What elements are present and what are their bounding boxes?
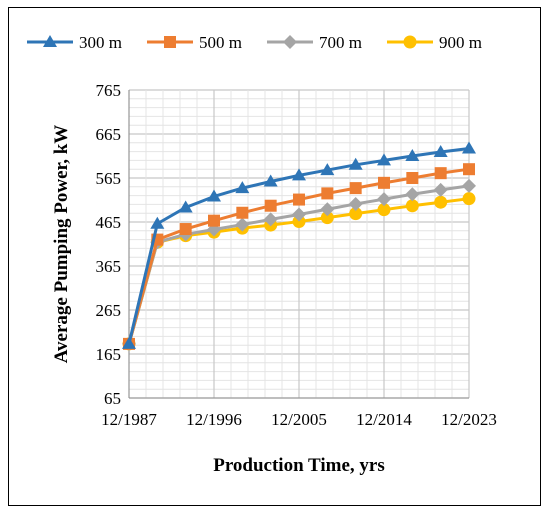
plot-gridlines: [128, 89, 470, 399]
data-point: [405, 149, 420, 161]
data-point: [348, 157, 363, 170]
data-point: [292, 168, 306, 181]
data-point: [263, 212, 278, 227]
data-point: [462, 192, 476, 206]
legend-item: 700 m: [267, 33, 362, 52]
y-tick-label: 165: [96, 345, 122, 364]
data-point: [235, 181, 250, 194]
data-point: [377, 192, 391, 207]
data-point: [406, 172, 419, 184]
x-tick-label: 12/2005: [271, 410, 327, 429]
data-point: [293, 193, 305, 206]
data-point: [122, 336, 136, 349]
data-point: [434, 195, 448, 209]
data-point: [377, 153, 391, 166]
x-tick-label: 12/1987: [101, 410, 157, 429]
data-point: [264, 199, 277, 212]
data-point: [321, 187, 334, 200]
x-tick-label: 12/2014: [356, 410, 412, 429]
x-axis-title: Production Time, yrs: [213, 455, 385, 476]
data-point: [349, 207, 363, 221]
data-point: [463, 163, 475, 176]
data-point: [462, 178, 476, 193]
legend-item: 300 m: [27, 33, 122, 52]
tick-labels: 65 165 265 365 465 565 665 765 12/1987 12/1996 12/…: [96, 81, 497, 429]
y-tick-label: 265: [96, 301, 122, 320]
data-point: [377, 203, 391, 217]
chart-frame: 65 165 265 365 465 565 665 765 12/1987 12/1996 12/…: [8, 7, 541, 506]
y-tick-label: 765: [96, 81, 122, 100]
series-500-m: [123, 163, 475, 350]
y-tick-label: 65: [104, 389, 121, 408]
data-point: [235, 217, 250, 232]
data-point: [433, 145, 448, 158]
data-point: [433, 182, 448, 197]
y-tick-label: 365: [96, 257, 122, 276]
data-point: [320, 202, 335, 217]
data-point: [178, 200, 193, 213]
data-point: [378, 176, 390, 189]
x-tick-label: 12/2023: [441, 410, 497, 429]
x-tick-label: 12/1996: [186, 410, 242, 429]
data-point: [179, 223, 192, 236]
data-point: [207, 189, 221, 202]
legend-label: 900 m: [439, 33, 482, 52]
legend-marker: [283, 35, 297, 49]
data-point: [320, 163, 335, 176]
data-point: [434, 167, 447, 180]
legend-marker: [43, 35, 57, 47]
y-tick-label: 565: [96, 169, 122, 188]
legend-label: 500 m: [199, 33, 242, 52]
data-point: [236, 206, 249, 219]
line-chart: 65 165 265 365 465 565 665 765 12/1987 12/1996 12/…: [27, 33, 497, 476]
legend-item: 500 m: [147, 33, 242, 52]
plot-series: [122, 141, 476, 351]
data-point: [348, 196, 363, 211]
legend-label: 300 m: [79, 33, 122, 52]
y-axis-title: Average Pumping Power, kW: [51, 125, 72, 364]
data-point: [150, 216, 165, 229]
data-point: [292, 215, 306, 229]
y-tick-label: 665: [96, 125, 122, 144]
data-point: [292, 207, 306, 222]
legend: 300 m 500 m 700 m 900 m: [27, 33, 482, 52]
data-point: [405, 187, 420, 202]
legend-marker: [164, 36, 176, 48]
y-tick-label: 465: [96, 213, 122, 232]
data-point: [349, 182, 362, 195]
legend-item: 900 m: [387, 33, 482, 52]
series-300-m: [122, 141, 476, 349]
data-point: [405, 199, 419, 213]
data-point: [208, 214, 220, 227]
data-point: [320, 211, 334, 225]
data-point: [263, 174, 278, 187]
legend-marker: [403, 35, 417, 49]
data-point: [462, 141, 476, 154]
legend-label: 700 m: [319, 33, 362, 52]
